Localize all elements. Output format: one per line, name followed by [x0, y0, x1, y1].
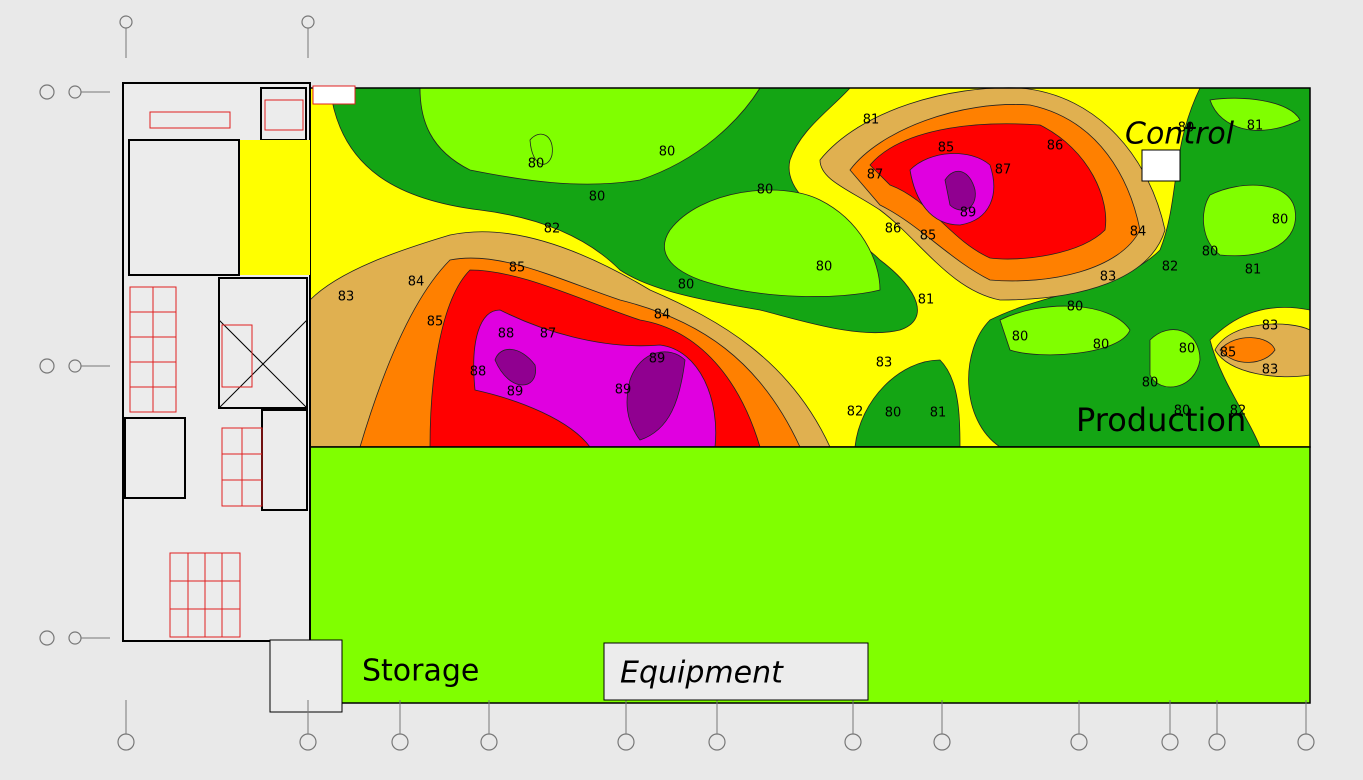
contour-label: 80 [659, 145, 676, 160]
contour-label: 80 [528, 157, 545, 172]
contour-label: 83 [338, 290, 355, 305]
contour-label: 84 [654, 308, 671, 323]
contour-label: 89 [649, 352, 666, 367]
contour-label: 89 [615, 383, 632, 398]
contour-label: 85 [509, 261, 526, 276]
contour-label: 87 [995, 163, 1012, 178]
grid-markers [39, 15, 1315, 751]
contour-label: 80 [589, 190, 606, 205]
control-label: Control [1125, 117, 1235, 152]
contour-label: 80 [1067, 300, 1084, 315]
contour-label: 81 [918, 293, 935, 308]
contour-label: 88 [470, 365, 487, 380]
grid-bubble [39, 358, 55, 374]
contour-label: 86 [885, 222, 902, 237]
contour-label: 86 [1047, 139, 1064, 154]
contour-label: 83 [1262, 363, 1279, 378]
contour-label: 87 [540, 327, 557, 342]
contour-label: 80 [757, 183, 774, 198]
grid-bubble [39, 84, 55, 100]
contour-label: 80 [1202, 245, 1219, 260]
contour-label: 80 [885, 406, 902, 421]
contour-label: 85 [1220, 346, 1237, 361]
contour-label: 80 [1012, 330, 1029, 345]
contour-label: 80 [1272, 213, 1289, 228]
contour-label: 82 [544, 222, 561, 237]
contour-label: 89 [960, 206, 977, 221]
contour-label: 82 [847, 405, 864, 420]
contour-label: 80 [678, 278, 695, 293]
contour-label: 87 [867, 168, 884, 183]
grid-bubble [39, 630, 55, 646]
contour-label: 80 [1142, 376, 1159, 391]
contour-label: 89 [507, 385, 524, 400]
contour-label: 84 [1130, 225, 1147, 240]
contour-label: 83 [1100, 270, 1117, 285]
contour-label: 83 [876, 356, 893, 371]
contour-label: 88 [498, 327, 515, 342]
contour-label: 80 [1093, 338, 1110, 353]
contour-label: 83 [1262, 319, 1279, 334]
contour-label: 80 [1179, 342, 1196, 357]
contour-label: 80 [1178, 121, 1195, 136]
contour-label: 81 [1245, 263, 1262, 278]
contour-label: 85 [427, 315, 444, 330]
noise-contours [309, 87, 1311, 448]
building-plan [122, 82, 356, 713]
storage-label: Storage [362, 654, 479, 689]
contour-label: 80 [816, 260, 833, 275]
contour-label: 84 [408, 275, 425, 290]
contour-labels: 81 85 86 87 87 89 86 85 84 83 82 80 81 80 81 80 80 80 80 80… [338, 113, 1289, 421]
contour-label: 81 [930, 406, 947, 421]
contour-label: 81 [1247, 119, 1264, 134]
contour-label: 82 [1230, 404, 1247, 419]
equipment-label: Equipment [620, 656, 784, 691]
contour-label: 85 [938, 141, 955, 156]
contour-label: 82 [1162, 260, 1179, 275]
contour-label: 80 [1174, 404, 1191, 419]
contour-label: 81 [863, 113, 880, 128]
equipment-box [603, 642, 869, 701]
control-box [1141, 149, 1181, 182]
contour-label: 85 [920, 229, 937, 244]
production-label: Production [1076, 401, 1246, 439]
